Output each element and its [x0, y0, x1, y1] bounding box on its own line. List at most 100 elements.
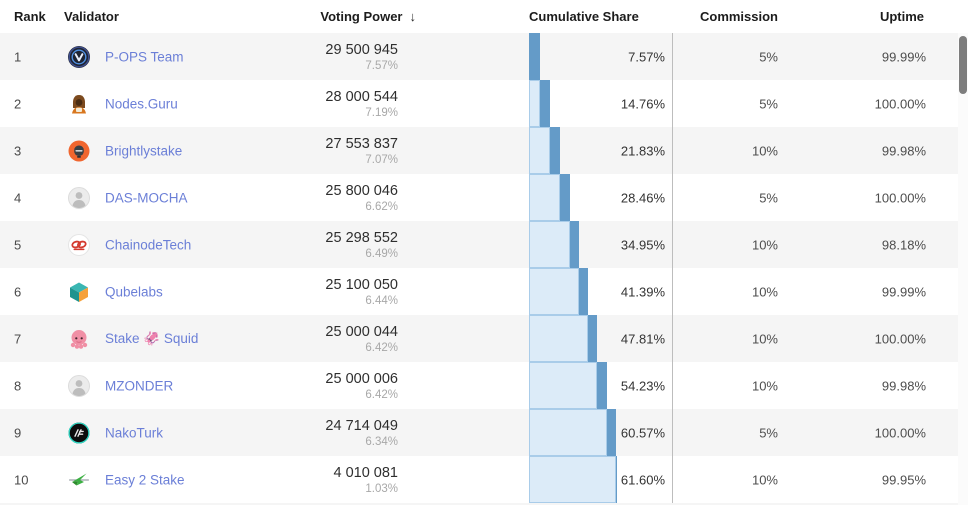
column-header-voting-power[interactable]: Voting Power ↓: [258, 0, 416, 33]
voting-power-cell: 24 714 049 6.34%: [258, 416, 398, 449]
voting-power-cell: 28 000 544 7.19%: [258, 87, 398, 120]
commission-value: 10%: [751, 284, 778, 299]
commission-value: 5%: [759, 190, 778, 205]
cumulative-share-cell: 21.83%: [529, 127, 673, 174]
person-avatar-icon: [68, 374, 90, 397]
validator-name-link[interactable]: Brightlystake: [105, 143, 183, 158]
share-bar: [569, 221, 579, 268]
validator-name-link[interactable]: P-OPS Team: [105, 49, 184, 64]
share-bar: [588, 315, 598, 362]
cumulative-share-value: 21.83%: [620, 143, 665, 158]
validator-name-link[interactable]: Nodes.Guru: [105, 96, 178, 111]
voting-power-percent: 1.03%: [365, 482, 398, 495]
voting-power-percent: 6.62%: [365, 200, 398, 213]
commission-value: 10%: [751, 143, 778, 158]
pops-logo-icon: [68, 45, 90, 68]
voting-power-percent: 6.42%: [365, 341, 398, 354]
rank-value: 9: [14, 425, 22, 440]
commission-value: 10%: [751, 378, 778, 393]
share-bar: [597, 362, 607, 409]
helmet-logo-icon: [68, 140, 90, 162]
commission-value: 10%: [751, 331, 778, 346]
rank-value: 10: [14, 472, 29, 487]
table-row[interactable]: 9 NakoTurk 24 714 049 6.34% 60.57% 5% 100.00%: [0, 409, 958, 456]
cumulative-share-cell: 61.60%: [529, 456, 673, 503]
cube-logo-icon: [68, 281, 90, 303]
validator-name-link[interactable]: Qubelabs: [105, 284, 163, 299]
voting-power-percent: 6.42%: [365, 388, 398, 401]
cumulative-area-bar: [529, 268, 579, 315]
share-bar: [615, 456, 618, 503]
cumulative-share-value: 28.46%: [620, 190, 665, 205]
validator-name-link[interactable]: MZONDER: [105, 378, 174, 393]
cumulative-share-value: 7.57%: [628, 49, 665, 64]
validator-name-link[interactable]: ChainodeTech: [105, 237, 192, 252]
cumulative-share-value: 14.76%: [620, 96, 665, 111]
scrollbar-track[interactable]: [958, 33, 968, 505]
voting-power-percent: 6.44%: [365, 294, 398, 307]
cumulative-area-bar: [529, 362, 598, 409]
table-row[interactable]: 2 Nodes.Guru 28 000 544 7.19% 14.76% 5% 100.00…: [0, 80, 958, 127]
cumulative-share-cell: 34.95%: [529, 221, 673, 268]
scrollbar-thumb[interactable]: [959, 36, 967, 94]
rank-value: 2: [14, 96, 22, 111]
uptime-value: 100.00%: [874, 96, 926, 111]
validator-name-link[interactable]: NakoTurk: [105, 425, 164, 440]
cumulative-share-value: 41.39%: [620, 284, 665, 299]
rank-value: 8: [14, 378, 22, 393]
table-header: Rank Validator Voting Power ↓ Cumulative…: [0, 0, 958, 33]
voting-power-value: 25 000 006: [325, 370, 398, 387]
table-row[interactable]: 1 P-OPS Team 29 500 945 7.57% 7.57% 5% 99.99%: [0, 33, 958, 80]
cumulative-area-bar: [529, 409, 607, 456]
share-bar: [560, 174, 570, 221]
voting-power-label: Voting Power: [320, 9, 403, 24]
column-header-rank[interactable]: Rank: [14, 9, 46, 24]
voting-power-value: 29 500 945: [325, 41, 398, 58]
uptime-value: 99.95%: [881, 472, 926, 487]
uptime-value: 100.00%: [874, 331, 926, 346]
table-row[interactable]: 10 Easy 2 Stake 4 010 081 1.03% 61.60% 10% 99.…: [0, 456, 958, 503]
validator-name-link[interactable]: Easy 2 Stake: [105, 472, 185, 487]
person-avatar-icon: [68, 186, 90, 209]
voting-power-percent: 7.19%: [365, 106, 398, 119]
cumulative-share-cell: 47.81%: [529, 315, 673, 362]
validator-name-link[interactable]: Stake 🦑 Squid: [105, 330, 199, 346]
share-bar: [579, 268, 589, 315]
validator-rows: 1 P-OPS Team 29 500 945 7.57% 7.57% 5% 99.99% 2…: [0, 33, 958, 505]
table-row[interactable]: 5 ChainodeTech 25 298 552 6.49% 34.95% 10% 98.…: [0, 221, 958, 268]
sort-descending-icon[interactable]: ↓: [409, 9, 417, 24]
table-row[interactable]: 4 DAS-MOCHA 25 800 046 6.62% 28.46% 5% 100.00%: [0, 174, 958, 221]
voting-power-value: 25 100 050: [325, 276, 398, 293]
column-header-cumulative-share[interactable]: Cumulative Share: [529, 9, 639, 24]
commission-value: 5%: [759, 96, 778, 111]
voting-power-value: 4 010 081: [333, 464, 398, 481]
cumulative-share-value: 34.95%: [620, 237, 665, 252]
voting-power-cell: 25 000 006 6.42%: [258, 369, 398, 402]
voting-power-cell: 25 298 552 6.49%: [258, 228, 398, 261]
voting-power-value: 25 298 552: [325, 229, 398, 246]
table-row[interactable]: 3 Brightlystake 27 553 837 7.07% 21.83% 10% 99…: [0, 127, 958, 174]
table-row[interactable]: 7 Stake 🦑 Squid 25 000 044 6.42% 47.81% 10% 10…: [0, 315, 958, 362]
commission-value: 5%: [759, 425, 778, 440]
chain-logo-icon: [68, 233, 90, 256]
column-header-validator[interactable]: Validator: [64, 9, 119, 24]
cumulative-share-cell: 41.39%: [529, 268, 673, 315]
column-header-commission[interactable]: Commission: [699, 9, 778, 24]
green-bird-logo-icon: [68, 469, 90, 491]
cumulative-area-bar: [529, 127, 551, 174]
validator-name-link[interactable]: DAS-MOCHA: [105, 190, 188, 205]
table-row[interactable]: 8 MZONDER 25 000 006 6.42% 54.23% 10% 99.98%: [0, 362, 958, 409]
voting-power-percent: 6.49%: [365, 247, 398, 260]
voting-power-value: 24 714 049: [325, 417, 398, 434]
column-header-uptime[interactable]: Uptime: [879, 9, 924, 24]
monkey-avatar-icon: [68, 93, 90, 115]
voting-power-percent: 6.34%: [365, 435, 398, 448]
rank-value: 7: [14, 331, 22, 346]
commission-value: 10%: [751, 237, 778, 252]
table-row[interactable]: 6 Qubelabs 25 100 050 6.44% 41.39% 10% 99.99%: [0, 268, 958, 315]
share-bar: [539, 80, 551, 127]
share-bar: [529, 33, 540, 80]
voting-power-cell: 27 553 837 7.07%: [258, 134, 398, 167]
uptime-value: 100.00%: [874, 190, 926, 205]
share-bar: [606, 409, 616, 456]
